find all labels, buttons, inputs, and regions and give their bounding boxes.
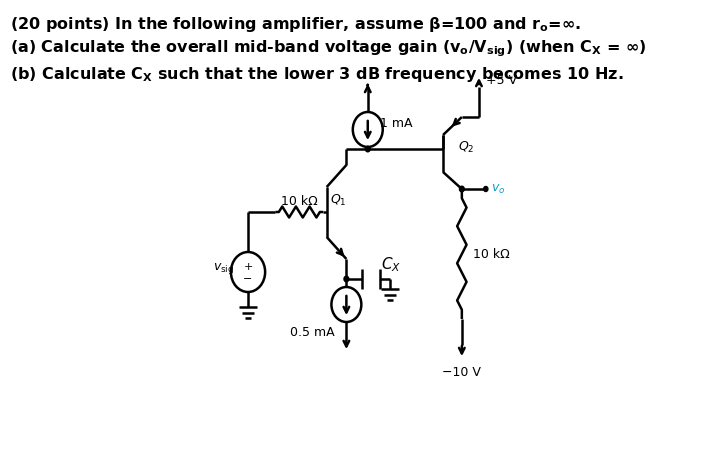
Text: (20 points) In the following amplifier, assume $\mathbf{\beta}$=100 and r$_\math: (20 points) In the following amplifier, …: [11, 15, 581, 33]
Text: $v_o$: $v_o$: [491, 182, 505, 196]
Text: 0.5 mA: 0.5 mA: [290, 326, 334, 339]
Text: 10 kΩ: 10 kΩ: [473, 248, 510, 260]
Text: −: −: [244, 274, 253, 284]
Circle shape: [365, 146, 370, 152]
Text: +5 V: +5 V: [486, 74, 517, 87]
Text: 10 kΩ: 10 kΩ: [281, 196, 318, 208]
Circle shape: [459, 186, 464, 192]
Text: $C_X$: $C_X$: [380, 255, 401, 274]
Circle shape: [344, 276, 349, 282]
Text: −10 V: −10 V: [442, 367, 482, 379]
Text: 1 mA: 1 mA: [380, 117, 412, 130]
Text: $Q_1$: $Q_1$: [330, 193, 347, 208]
Circle shape: [484, 186, 488, 191]
Text: (a) Calculate the overall mid-band voltage gain (v$_\mathbf{o}$/V$_\mathbf{sig}$: (a) Calculate the overall mid-band volta…: [11, 39, 647, 59]
Text: $Q_2$: $Q_2$: [458, 140, 475, 155]
Text: +: +: [244, 262, 253, 272]
Text: $v_{\rm sig}$: $v_{\rm sig}$: [213, 260, 234, 276]
Text: (b) Calculate C$_\mathbf{X}$ such that the lower 3 dB frequency becomes 10 Hz.: (b) Calculate C$_\mathbf{X}$ such that t…: [11, 65, 624, 85]
